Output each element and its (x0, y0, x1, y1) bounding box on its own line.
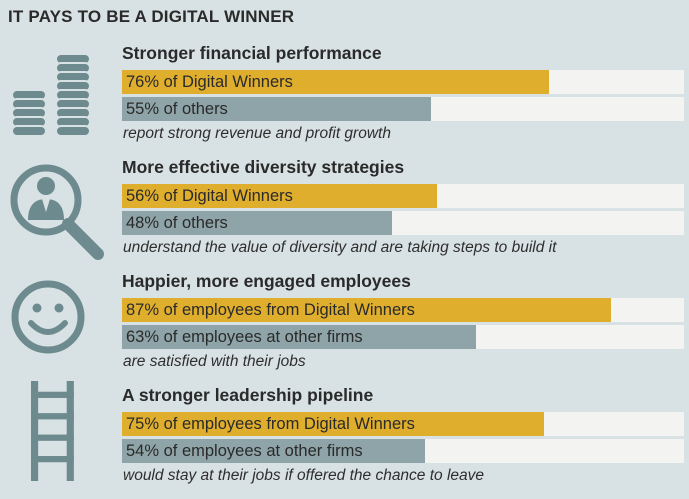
bar-fill (122, 97, 432, 121)
bar-fill (122, 325, 477, 349)
section-heading: Happier, more engaged employees (122, 271, 411, 291)
bar-label: 63% of employees at other firms (126, 328, 363, 346)
section-note: report strong revenue and profit growth (123, 125, 391, 142)
bar-fill (122, 211, 392, 235)
bar-label: 56% of Digital Winners (126, 187, 293, 205)
section-note: understand the value of diversity and ar… (123, 239, 557, 256)
bar-other: 48% of others (122, 211, 684, 235)
bar-winner: 87% of employees from Digital Winners (122, 298, 684, 322)
section-heading: Stronger financial performance (122, 43, 382, 63)
bar-fill (122, 298, 611, 322)
smiley-face-icon (11, 280, 85, 354)
bar-other: 63% of employees at other firms (122, 325, 684, 349)
section-heading: A stronger leadership pipeline (122, 385, 374, 405)
section-leadership: A stronger leadership pipeline 75% of em… (0, 381, 689, 499)
bar-fill (122, 412, 544, 436)
bar-winner: 76% of Digital Winners (122, 70, 684, 94)
coins-stack-icon (11, 53, 91, 137)
bar-label: 54% of employees at other firms (126, 442, 363, 460)
bar-other: 54% of employees at other firms (122, 439, 684, 463)
bar-fill (122, 70, 550, 94)
section-engagement: Happier, more engaged employees 87% of e… (0, 271, 689, 385)
bar-label: 87% of employees from Digital Winners (126, 301, 415, 319)
bar-label: 75% of employees from Digital Winners (126, 415, 415, 433)
bar-winner: 56% of Digital Winners (122, 184, 684, 208)
bar-fill (122, 184, 437, 208)
bar-fill (122, 439, 426, 463)
ladder-icon (31, 381, 74, 481)
section-diversity: More effective diversity strategies 56% … (0, 157, 689, 271)
section-note: would stay at their jobs if offered the … (123, 467, 485, 484)
section-financial: Stronger financial performance 76% of Di… (0, 43, 689, 157)
page-title: IT PAYS TO BE A DIGITAL WINNER (8, 7, 295, 26)
bar-winner: 75% of employees from Digital Winners (122, 412, 684, 436)
section-heading: More effective diversity strategies (122, 157, 405, 177)
bar-label: 55% of others (126, 100, 228, 118)
bar-label: 48% of others (126, 214, 228, 232)
section-note: are satisfied with their jobs (123, 353, 306, 370)
person-magnifier-icon (10, 164, 104, 260)
bar-other: 55% of others (122, 97, 684, 121)
bar-label: 76% of Digital Winners (126, 73, 293, 91)
